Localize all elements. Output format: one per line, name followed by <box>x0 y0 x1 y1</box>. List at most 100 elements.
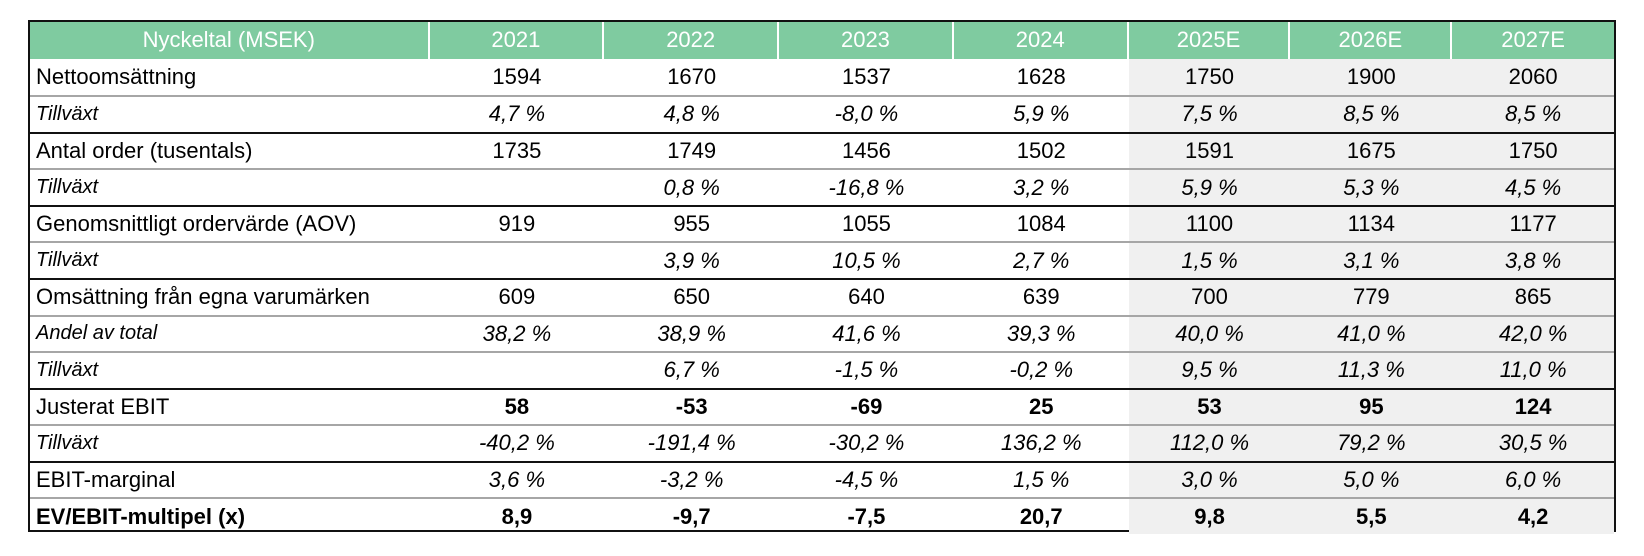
table-row: Nettoomsättning 1594 1670 1537 1628 1750 1900 2… <box>30 58 1615 96</box>
table-row: Antal order (tusentals) 1735 1749 1456 1502 1… <box>30 131 1615 169</box>
row-value: 124 <box>1452 389 1615 425</box>
row-value: 1,5 % <box>1128 243 1291 278</box>
row-value: 41,0 % <box>1290 316 1453 352</box>
row-value: 42,0 % <box>1452 316 1615 352</box>
row-value: 865 <box>1452 279 1615 315</box>
row-value: 58 <box>504 393 530 419</box>
table-row: Justerat EBIT 58 -53 -69 25 53 95 124 <box>30 387 1615 425</box>
row-value <box>430 170 605 205</box>
row-label: Antal order (tusentals) <box>36 137 253 163</box>
row-value: 9,5 % <box>1128 353 1291 388</box>
table-row: Tillväxt 6,7 % -1,5 % -0,2 % 9,5 % 11,3 % 11,0… <box>30 351 1615 388</box>
row-value: 1750 <box>1128 58 1291 96</box>
row-value: -0,2 % <box>1009 357 1074 383</box>
row-value: 1591 <box>1128 133 1291 169</box>
row-value: 3,6 % <box>488 467 546 493</box>
row-value: 1084 <box>1016 211 1066 237</box>
row-label: Nettoomsättning <box>36 63 197 89</box>
row-value: 5,5 <box>1290 499 1453 534</box>
row-label: Omsättning från egna varumärken <box>36 284 370 310</box>
row-value: 5,0 % <box>1290 462 1453 498</box>
row-value: 955 <box>673 211 711 237</box>
row-value: 1675 <box>1290 133 1453 169</box>
row-value: -4,5 % <box>834 467 899 493</box>
row-label: Tillväxt <box>36 249 99 272</box>
row-value: 53 <box>1128 389 1291 425</box>
row-value: 8,5 % <box>1452 97 1615 132</box>
row-value: 4,5 % <box>1452 170 1615 205</box>
table-row: EV/EBIT-multipel (x) 8,9 -9,7 -7,5 20,7 9,8 5,… <box>30 497 1615 534</box>
row-label: EV/EBIT-multipel (x) <box>36 503 246 529</box>
row-label: Tillväxt <box>36 176 99 199</box>
row-value: 79,2 % <box>1290 426 1453 461</box>
row-value: 1134 <box>1290 206 1453 242</box>
row-label: Justerat EBIT <box>36 393 170 419</box>
row-value: 7,5 % <box>1128 97 1291 132</box>
row-value: -40,2 % <box>478 430 555 456</box>
row-value: 2060 <box>1452 58 1615 96</box>
row-value: 8,9 <box>501 503 533 529</box>
header-year: 2025E <box>1129 22 1291 59</box>
table-body: Nettoomsättning 1594 1670 1537 1628 1750 1900 2… <box>30 58 1615 534</box>
row-value: 38,9 % <box>657 320 726 346</box>
row-value: 1900 <box>1290 58 1453 96</box>
key-figures-table: Nyckeltal (MSEK) 2021 2022 2023 2024 202… <box>28 20 1616 534</box>
row-value: -3,2 % <box>659 467 724 493</box>
row-value: -53 <box>675 393 708 419</box>
row-value: 1735 <box>492 137 542 163</box>
row-value: 11,3 % <box>1290 353 1453 388</box>
row-value: 11,0 % <box>1452 353 1615 388</box>
row-value: 779 <box>1290 279 1453 315</box>
row-value: 9,8 <box>1128 499 1291 534</box>
row-label: Tillväxt <box>36 102 99 125</box>
row-value <box>430 243 605 278</box>
row-value: 6,0 % <box>1452 462 1615 498</box>
row-value: 700 <box>1128 279 1291 315</box>
table-row: EBIT-marginal 3,6 % -3,2 % -4,5 % 1,5 % 3,0 %… <box>30 460 1615 498</box>
row-label: EBIT-marginal <box>36 467 176 493</box>
row-value: 3,0 % <box>1128 462 1291 498</box>
row-value: 4,8 % <box>663 101 720 127</box>
row-value: 4,7 % <box>488 101 546 127</box>
row-label: Tillväxt <box>36 358 99 381</box>
row-value: -8,0 % <box>834 101 899 127</box>
row-value: 5,9 % <box>1128 170 1291 205</box>
row-value: 609 <box>498 284 536 310</box>
row-value: 1055 <box>841 211 891 237</box>
row-value: 1100 <box>1128 206 1291 242</box>
row-value: 20,7 <box>1019 503 1063 529</box>
row-value: 919 <box>498 211 536 237</box>
row-value: 41,6 % <box>832 320 901 346</box>
row-value: 95 <box>1290 389 1453 425</box>
row-value: -69 <box>850 393 883 419</box>
table-row: Tillväxt 0,8 % -16,8 % 3,2 % 5,9 % 5,3 % 4,5 % <box>30 168 1615 205</box>
row-value: 1177 <box>1452 206 1615 242</box>
header-year: 2023 <box>779 22 954 59</box>
row-value: 650 <box>673 284 711 310</box>
header-year: 2027E <box>1501 27 1565 53</box>
table-row: Genomsnittligt ordervärde (AOV) 919 955 105… <box>30 204 1615 242</box>
row-value: -30,2 % <box>828 430 905 456</box>
row-value: 3,8 % <box>1452 243 1615 278</box>
table-row: Tillväxt -40,2 % -191,4 % -30,2 % 136,2 % 112… <box>30 424 1615 461</box>
table-row: Omsättning från egna varumärken 609 650 640… <box>30 277 1615 315</box>
row-value: 39,3 % <box>1006 320 1076 346</box>
row-label: Genomsnittligt ordervärde (AOV) <box>36 211 357 237</box>
row-value: 38,2 % <box>482 320 552 346</box>
row-value: 3,9 % <box>663 247 720 273</box>
row-value: 8,5 % <box>1290 97 1453 132</box>
row-value: 40,0 % <box>1128 316 1291 352</box>
row-value: 1750 <box>1452 133 1615 169</box>
table-row: Andel av total 38,2 % 38,9 % 41,6 % 39,3 % 40… <box>30 314 1615 352</box>
row-value: -1,5 % <box>834 357 899 383</box>
header-year: 2021 <box>430 22 605 59</box>
header-year: 2024 <box>954 22 1129 59</box>
table-header-row: Nyckeltal (MSEK) 2021 2022 2023 2024 202… <box>30 22 1614 59</box>
row-label: Andel av total <box>36 322 158 345</box>
row-value: 1502 <box>1016 137 1066 163</box>
row-value: 25 <box>1028 393 1054 419</box>
row-value: 639 <box>1022 284 1060 310</box>
row-value: -16,8 % <box>828 174 905 200</box>
row-value: 5,3 % <box>1290 170 1453 205</box>
row-value: 2,7 % <box>1013 247 1070 273</box>
